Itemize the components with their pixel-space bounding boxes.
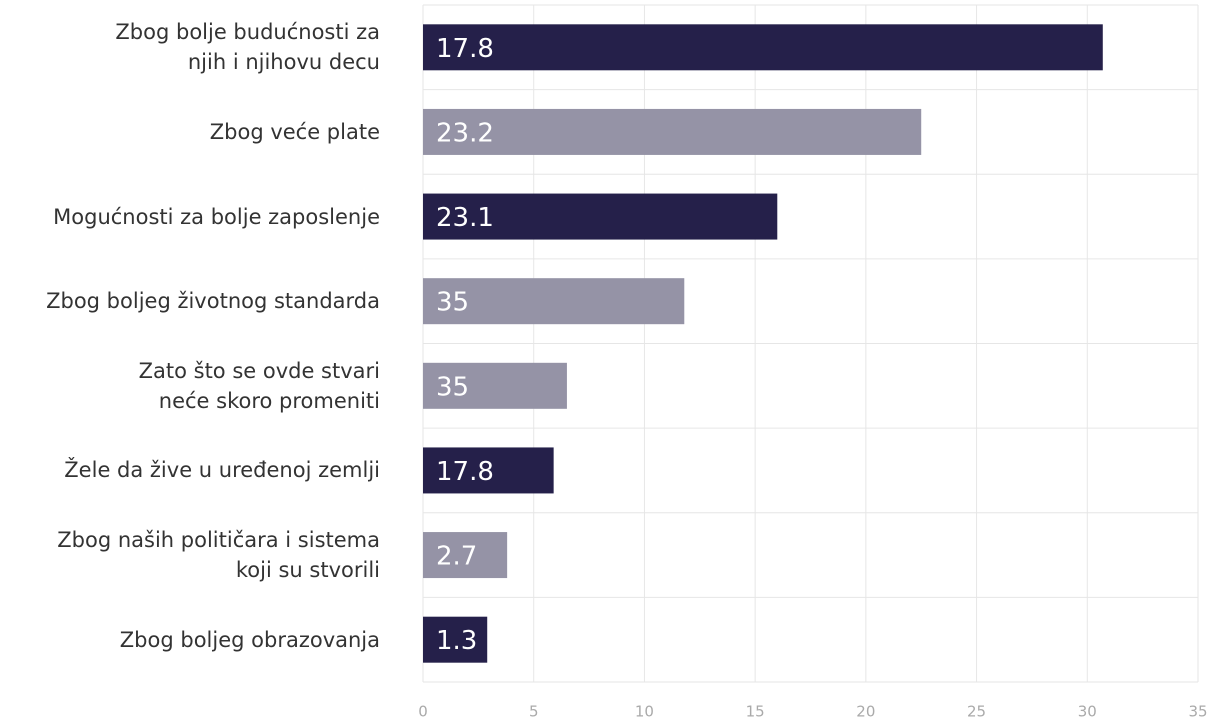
x-tick-label: 35 [1188, 703, 1207, 721]
bar-text: 17.8 [436, 34, 494, 64]
x-tick-label: 10 [635, 703, 654, 721]
category-label: Zato što se ovde stvari neće skoro prome… [138, 358, 380, 413]
category-label: Zbog naših političara i sistema koji su … [57, 528, 380, 583]
bar-text: 23.1 [436, 203, 494, 233]
bar [423, 447, 554, 494]
bar-text: 1.3 [436, 626, 477, 656]
x-tick-label: 20 [856, 703, 875, 721]
category-label: Mogućnosti za bolje zaposlenje [53, 204, 380, 229]
x-tick-label: 0 [418, 703, 428, 721]
category-label: Zbog bolje budućnosti za njih i njihovu … [115, 20, 380, 75]
bar [423, 616, 488, 663]
category-label: Zbog veće plate [209, 119, 380, 144]
category-label: Zbog boljeg životnog standarda [46, 289, 380, 314]
x-tick-label: 5 [529, 703, 539, 721]
bar-text: 2.7 [436, 542, 477, 572]
bar-text: 35 [436, 288, 469, 318]
bar [423, 108, 922, 155]
bar-text: 17.8 [436, 457, 494, 487]
bar [423, 532, 508, 579]
x-tick-label: 25 [967, 703, 986, 721]
x-tick-label: 30 [1078, 703, 1097, 721]
bar [423, 278, 685, 325]
bar [423, 24, 1103, 71]
bar [423, 193, 778, 240]
bar-text: 23.2 [436, 118, 494, 148]
x-tick-label: 15 [746, 703, 765, 721]
bar [423, 362, 567, 409]
bar-text: 35 [436, 372, 469, 402]
category-label: Žele da žive u uređenoj zemlji [64, 458, 380, 483]
category-label: Zbog boljeg obrazovanja [119, 627, 380, 652]
